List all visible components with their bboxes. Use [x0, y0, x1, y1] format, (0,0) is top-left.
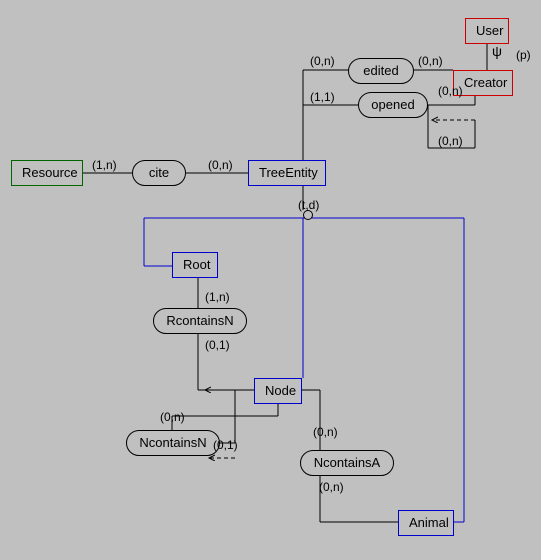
entity-node: Node	[254, 378, 302, 404]
entity-user: User	[465, 18, 509, 44]
cardinality-c14: (0,n)	[313, 425, 338, 439]
entity-root: Root	[172, 252, 218, 278]
cardinality-c03: (0,n)	[310, 54, 335, 68]
rel-rcontainsn: RcontainsN	[153, 308, 247, 334]
entity-animal: Animal	[398, 510, 454, 536]
rel-cite: cite	[132, 160, 186, 186]
cardinality-c06: (0,n)	[438, 134, 463, 148]
cardinality-c01: (p)	[516, 48, 531, 62]
entity-resource: Resource	[11, 160, 83, 186]
cardinality-c10: (1,n)	[205, 290, 230, 304]
cardinality-c07: (1,n)	[92, 158, 117, 172]
cardinality-c09: (t,d)	[298, 198, 319, 212]
rel-ncontainsn: NcontainsN	[126, 430, 220, 456]
svg-text:ψ: ψ	[492, 43, 502, 59]
cardinality-c02: (0,n)	[418, 54, 443, 68]
rel-edited: edited	[348, 58, 414, 84]
cardinality-c15: (0,n)	[319, 480, 344, 494]
cardinality-c12: (0,n)	[160, 410, 185, 424]
rel-opened: opened	[358, 92, 428, 118]
rel-ncontainsa: NcontainsA	[300, 450, 394, 476]
entity-treeentity: TreeEntity	[248, 160, 326, 186]
cardinality-c05: (0,n)	[438, 84, 463, 98]
cardinality-c13: (0,1)	[213, 438, 238, 452]
cardinality-c08: (0,n)	[208, 158, 233, 172]
cardinality-c04: (1,1)	[310, 90, 335, 104]
cardinality-c11: (0,1)	[205, 338, 230, 352]
